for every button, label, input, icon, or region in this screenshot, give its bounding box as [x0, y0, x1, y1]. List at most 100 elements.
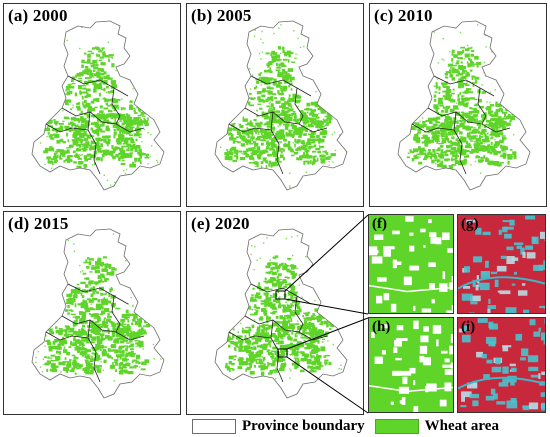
wheat-pixel	[323, 355, 326, 358]
wheat-pixel	[86, 289, 88, 291]
wheat-pixel	[459, 92, 462, 95]
wheat-pixel	[288, 129, 291, 133]
wheat-pixel	[486, 140, 491, 142]
wheat-pixel	[308, 133, 314, 136]
wheat-pixel	[50, 354, 56, 357]
wheat-pixel	[304, 320, 307, 325]
wheat-pixel	[473, 104, 479, 107]
wheat-pixel	[448, 141, 451, 143]
wheat-pixel	[490, 125, 496, 128]
wheat-pixel	[96, 291, 100, 294]
wheat-pixel	[109, 110, 113, 113]
wheat-pixel	[295, 148, 299, 152]
wheat-pixel	[269, 188, 272, 190]
wheat-pixel	[226, 34, 228, 36]
wheat-pixel	[126, 332, 129, 336]
wheat-pixel	[279, 132, 284, 135]
wheat-pixel	[261, 140, 267, 142]
wheat-pixel	[94, 98, 98, 102]
wheat-pixel	[451, 120, 456, 124]
built-up-patch	[526, 252, 536, 259]
wheat-pixel	[491, 129, 495, 133]
wheat-pixel	[146, 154, 148, 158]
wheat-pixel	[228, 368, 231, 373]
wheat-pixel	[285, 73, 290, 77]
wheat-pixel	[272, 322, 277, 327]
wheat-pixel	[132, 335, 138, 339]
wheat-pixel	[74, 287, 80, 292]
wheat-pixel	[147, 132, 149, 134]
wheat-pixel	[54, 340, 58, 343]
wheat-pixel	[226, 150, 229, 152]
wheat-pixel	[55, 330, 60, 334]
wheat-pixel	[289, 117, 293, 119]
wheat-pixel	[270, 52, 273, 56]
non-wheat-patch	[392, 230, 400, 235]
wheat-pixel	[249, 359, 254, 364]
wheat-pixel	[89, 135, 95, 137]
wheat-pixel	[92, 290, 96, 293]
non-wheat-patch	[441, 350, 448, 354]
wheat-pixel	[70, 333, 74, 336]
wheat-pixel	[99, 86, 103, 89]
wheat-pixel	[72, 359, 75, 362]
non-wheat-patch	[448, 283, 453, 288]
wheat-pixel	[137, 151, 142, 155]
wheat-pixel	[262, 157, 267, 162]
wheat-pixel	[280, 117, 284, 121]
built-up-patch	[497, 290, 500, 293]
wheat-pixel	[267, 352, 273, 355]
wheat-pixel	[431, 131, 436, 135]
province-boundary	[61, 107, 145, 133]
wheat-pixel	[501, 122, 504, 125]
wheat-pixel	[246, 357, 248, 362]
wheat-pixel	[490, 146, 496, 150]
wheat-pixel	[457, 93, 460, 98]
wheat-pixel	[126, 346, 130, 348]
wheat-pixel	[62, 336, 64, 340]
wheat-pixel	[247, 101, 251, 105]
wheat-pixel	[238, 361, 242, 366]
wheat-pixel	[283, 290, 286, 292]
wheat-pixel	[109, 364, 115, 369]
wheat-pixel	[313, 160, 318, 163]
wheat-pixel	[130, 107, 136, 109]
wheat-pixel	[222, 301, 224, 304]
wheat-pixel	[138, 133, 142, 136]
wheat-pixel	[455, 159, 459, 163]
built-up-patch	[470, 301, 478, 305]
wheat-pixel	[113, 107, 117, 112]
wheat-pixel	[266, 90, 271, 93]
wheat-pixel	[308, 145, 313, 148]
non-wheat-patch	[429, 232, 437, 238]
wheat-pixel	[506, 117, 509, 120]
wheat-pixel	[72, 331, 78, 333]
wheat-pixel	[100, 130, 106, 133]
province-boundary	[61, 315, 145, 341]
wheat-pixel	[289, 377, 291, 379]
wheat-pixel	[252, 149, 258, 153]
wheat-pixel	[102, 256, 107, 259]
wheat-pixel	[456, 60, 460, 63]
wheat-pixel	[135, 360, 138, 364]
wheat-pixel	[95, 138, 98, 141]
wheat-pixel	[132, 331, 136, 334]
wheat-pixel	[324, 354, 330, 357]
wheat-pixel	[85, 310, 87, 313]
wheat-pixel	[43, 356, 48, 359]
wheat-pixel	[70, 117, 76, 121]
wheat-pixel	[99, 345, 104, 348]
wheat-pixel	[269, 233, 271, 235]
wheat-pixel	[74, 346, 76, 349]
wheat-area-pixels	[217, 24, 347, 190]
wheat-pixel	[495, 128, 499, 133]
wheat-pixel	[265, 329, 267, 333]
wheat-pixel	[92, 286, 95, 290]
wheat-pixel	[500, 25, 502, 28]
wheat-pixel	[495, 120, 499, 124]
wheat-pixel	[256, 326, 261, 330]
wheat-pixel	[501, 111, 507, 114]
wheat-pixel	[116, 140, 119, 145]
wheat-pixel	[143, 153, 146, 156]
wheat-pixel	[103, 293, 107, 295]
